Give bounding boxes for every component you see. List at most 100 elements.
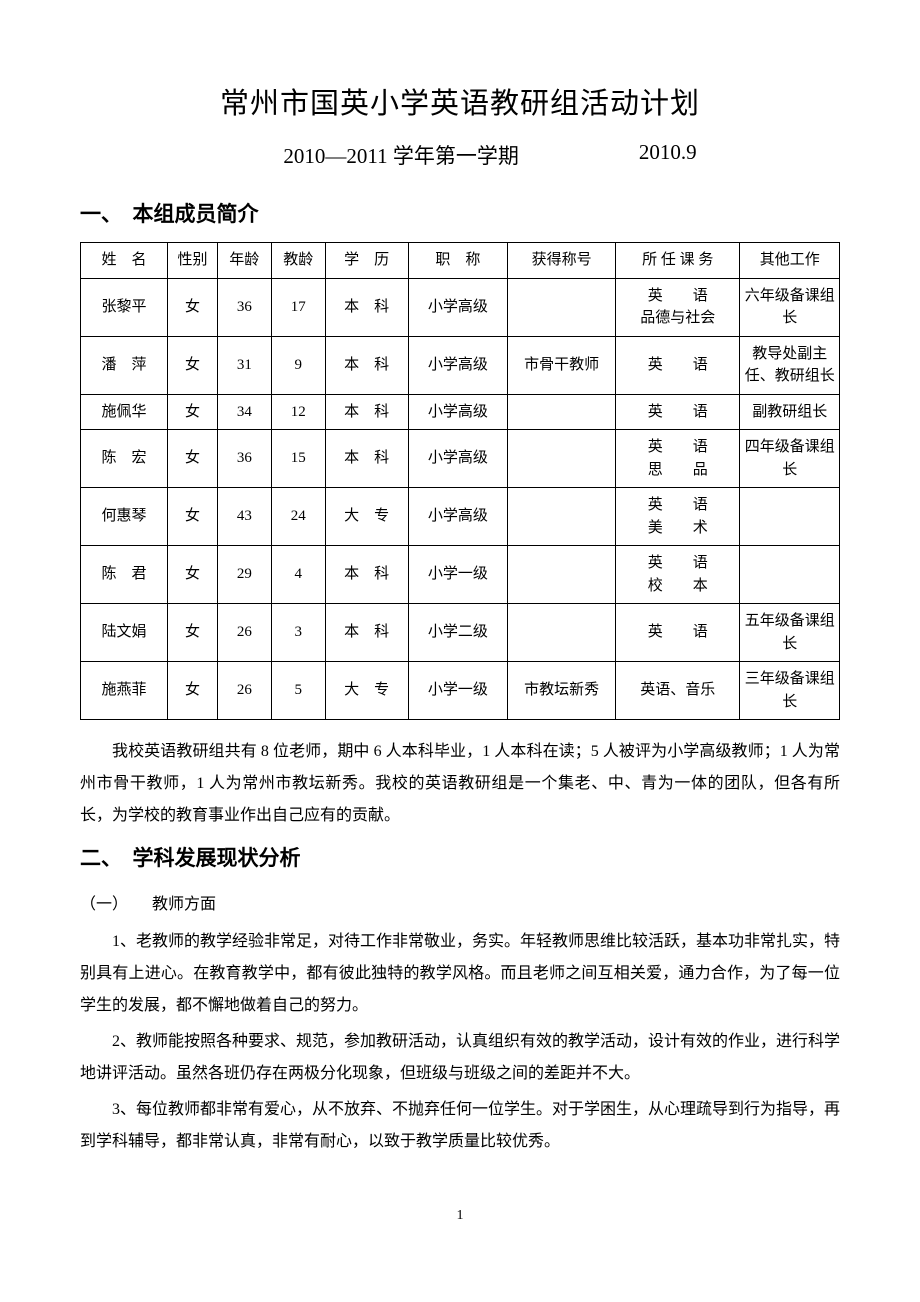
cell-course: 英 语美 术 — [615, 488, 739, 546]
cell-age: 31 — [217, 336, 271, 394]
cell-course: 英 语思 品 — [615, 430, 739, 488]
cell-name: 施佩华 — [81, 394, 168, 430]
paragraph-3: 3、每位教师都非常有爱心，从不放弃、不抛弃任何一位学生。对于学困生，从心理疏导到… — [80, 1094, 840, 1158]
subsection-1-heading: （一） 教师方面 — [80, 890, 840, 914]
cell-gender: 女 — [168, 336, 218, 394]
table-row: 陈 宏女3615本 科小学高级 英 语思 品四年级备课组长 — [81, 430, 840, 488]
cell-other: 六年级备课组长 — [740, 278, 840, 336]
cell-name: 何惠琴 — [81, 488, 168, 546]
cell-education: 本 科 — [325, 278, 408, 336]
page-number: 1 — [80, 1208, 840, 1224]
cell-honor: 市教坛新秀 — [508, 662, 616, 720]
cell-teach_age: 17 — [271, 278, 325, 336]
cell-education: 本 科 — [325, 604, 408, 662]
cell-gender: 女 — [168, 278, 218, 336]
table-row: 陈 君女294本 科小学一级英 语校 本 — [81, 546, 840, 604]
cell-rank: 小学高级 — [408, 336, 508, 394]
cell-rank: 小学高级 — [408, 278, 508, 336]
cell-name: 陆文娟 — [81, 604, 168, 662]
cell-age: 36 — [217, 430, 271, 488]
cell-rank: 小学一级 — [408, 546, 508, 604]
cell-age: 29 — [217, 546, 271, 604]
cell-gender: 女 — [168, 662, 218, 720]
cell-other: 五年级备课组长 — [740, 604, 840, 662]
section-1-heading: 一、 本组成员简介 — [80, 198, 840, 228]
cell-rank: 小学一级 — [408, 662, 508, 720]
table-row: 陆文娟女263本 科小学二级英 语五年级备课组长 — [81, 604, 840, 662]
table-header-row: 姓 名 性别 年龄 教龄 学 历 职 称 获得称号 所 任 课 务 其他工作 — [81, 243, 840, 279]
cell-other — [740, 488, 840, 546]
document-title: 常州市国英小学英语教研组活动计划 — [80, 80, 840, 122]
cell-age: 34 — [217, 394, 271, 430]
cell-gender: 女 — [168, 394, 218, 430]
cell-age: 26 — [217, 662, 271, 720]
cell-teach_age: 9 — [271, 336, 325, 394]
cell-honor — [508, 604, 616, 662]
cell-course: 英 语品德与社会 — [615, 278, 739, 336]
section-2-heading: 二、 学科发展现状分析 — [80, 842, 840, 872]
cell-course: 英 语 — [615, 336, 739, 394]
cell-honor — [508, 278, 616, 336]
cell-honor — [508, 546, 616, 604]
cell-other: 教导处副主任、教研组长 — [740, 336, 840, 394]
cell-rank: 小学高级 — [408, 394, 508, 430]
paragraph-1: 1、老教师的教学经验非常足，对待工作非常敬业，务实。年轻教师思维比较活跃，基本功… — [80, 926, 840, 1022]
cell-other: 四年级备课组长 — [740, 430, 840, 488]
cell-other — [740, 546, 840, 604]
cell-honor — [508, 488, 616, 546]
cell-gender: 女 — [168, 604, 218, 662]
cell-teach_age: 3 — [271, 604, 325, 662]
table-body: 张黎平女3617本 科小学高级英 语品德与社会六年级备课组长潘 萍女319本 科… — [81, 278, 840, 720]
cell-other: 副教研组长 — [740, 394, 840, 430]
table-row: 潘 萍女319本 科小学高级市骨干教师英 语教导处副主任、教研组长 — [81, 336, 840, 394]
date-label: 2010.9 — [639, 140, 697, 170]
cell-rank: 小学高级 — [408, 430, 508, 488]
th-rank: 职 称 — [408, 243, 508, 279]
cell-name: 陈 君 — [81, 546, 168, 604]
th-name: 姓 名 — [81, 243, 168, 279]
cell-teach_age: 4 — [271, 546, 325, 604]
term-label: 2010—2011 学年第一学期 — [283, 140, 518, 170]
th-gender: 性别 — [168, 243, 218, 279]
cell-other: 三年级备课组长 — [740, 662, 840, 720]
cell-teach_age: 12 — [271, 394, 325, 430]
cell-education: 本 科 — [325, 394, 408, 430]
cell-name: 张黎平 — [81, 278, 168, 336]
cell-teach_age: 24 — [271, 488, 325, 546]
cell-name: 陈 宏 — [81, 430, 168, 488]
th-education: 学 历 — [325, 243, 408, 279]
cell-education: 大 专 — [325, 662, 408, 720]
cell-name: 潘 萍 — [81, 336, 168, 394]
cell-course: 英 语 — [615, 394, 739, 430]
cell-education: 本 科 — [325, 430, 408, 488]
th-other: 其他工作 — [740, 243, 840, 279]
members-table: 姓 名 性别 年龄 教龄 学 历 职 称 获得称号 所 任 课 务 其他工作 张… — [80, 242, 840, 720]
cell-course: 英 语 — [615, 604, 739, 662]
cell-education: 大 专 — [325, 488, 408, 546]
cell-rank: 小学高级 — [408, 488, 508, 546]
th-age: 年龄 — [217, 243, 271, 279]
intro-paragraph: 我校英语教研组共有 8 位老师，期中 6 人本科毕业，1 人本科在读；5 人被评… — [80, 736, 840, 832]
cell-gender: 女 — [168, 488, 218, 546]
subtitle-row: 2010—2011 学年第一学期 2010.9 — [80, 140, 840, 170]
table-row: 何惠琴女4324大 专小学高级 英 语美 术 — [81, 488, 840, 546]
cell-age: 36 — [217, 278, 271, 336]
document-page: 常州市国英小学英语教研组活动计划 2010—2011 学年第一学期 2010.9… — [0, 0, 920, 1264]
cell-teach_age: 5 — [271, 662, 325, 720]
table-row: 施燕菲女265大 专小学一级市教坛新秀英语、音乐三年级备课组长 — [81, 662, 840, 720]
cell-gender: 女 — [168, 430, 218, 488]
cell-teach_age: 15 — [271, 430, 325, 488]
cell-age: 43 — [217, 488, 271, 546]
cell-course: 英 语校 本 — [615, 546, 739, 604]
th-honor: 获得称号 — [508, 243, 616, 279]
cell-honor — [508, 430, 616, 488]
paragraph-2: 2、教师能按照各种要求、规范，参加教研活动，认真组织有效的教学活动，设计有效的作… — [80, 1026, 840, 1090]
cell-name: 施燕菲 — [81, 662, 168, 720]
th-course: 所 任 课 务 — [615, 243, 739, 279]
cell-rank: 小学二级 — [408, 604, 508, 662]
table-row: 施佩华女3412本 科小学高级 英 语副教研组长 — [81, 394, 840, 430]
cell-gender: 女 — [168, 546, 218, 604]
cell-education: 本 科 — [325, 336, 408, 394]
table-row: 张黎平女3617本 科小学高级 英 语品德与社会六年级备课组长 — [81, 278, 840, 336]
cell-course: 英语、音乐 — [615, 662, 739, 720]
